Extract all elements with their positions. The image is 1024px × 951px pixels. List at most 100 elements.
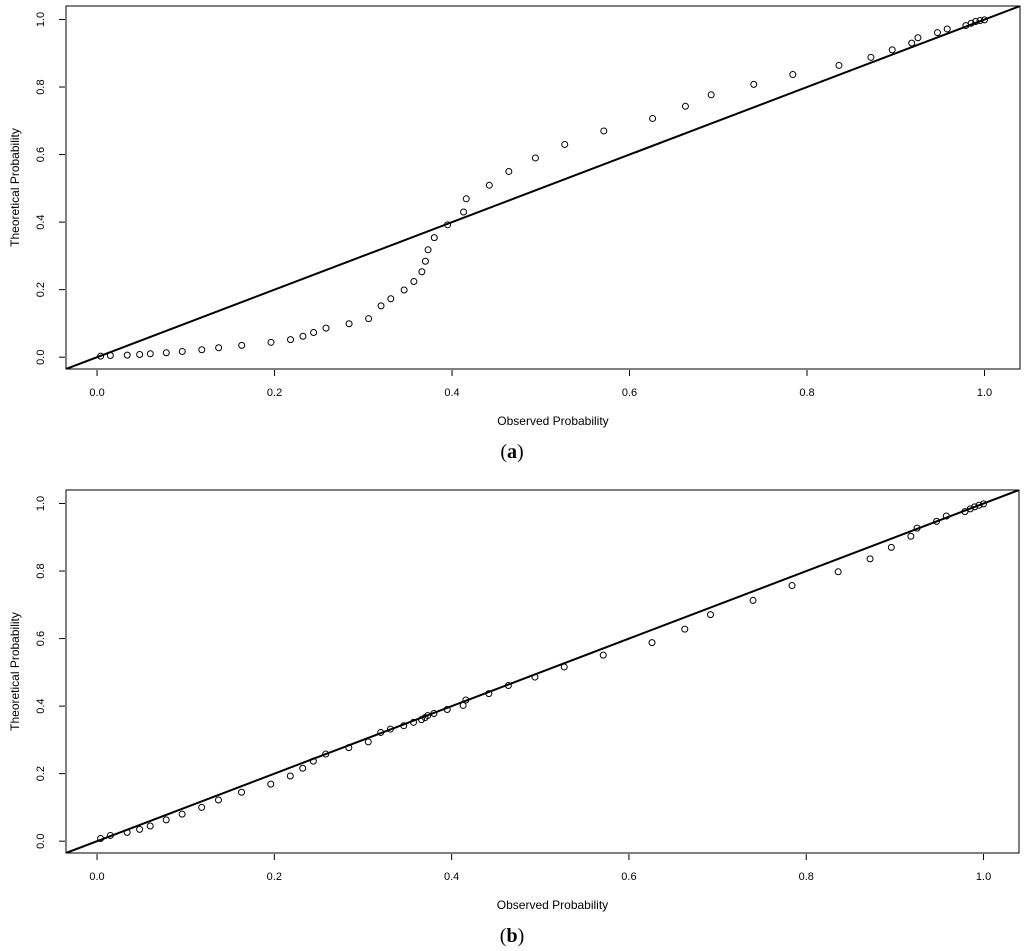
data-point: [933, 517, 941, 525]
data-point: [485, 690, 493, 698]
data-point: [238, 341, 246, 349]
data-point: [867, 53, 875, 61]
data-point: [106, 831, 114, 839]
data-point: [914, 34, 922, 42]
data-point: [943, 25, 951, 33]
data-point: [345, 320, 353, 328]
data-point: [146, 822, 154, 830]
data-point: [238, 788, 246, 796]
y-tick-label: 0.2: [35, 282, 47, 297]
data-point: [430, 234, 438, 242]
data-point: [972, 18, 980, 26]
data-point: [834, 568, 842, 576]
data-point: [418, 268, 426, 276]
data-point: [123, 351, 131, 359]
x-tick-label: 0.8: [799, 387, 814, 399]
data-point: [706, 611, 714, 619]
data-point: [377, 728, 385, 736]
plot-frame: [65, 5, 1021, 370]
data-point: [214, 796, 222, 804]
x-tick-label: 0.2: [267, 387, 282, 399]
data-point: [681, 625, 689, 633]
data-point: [345, 744, 353, 752]
data-point: [980, 500, 988, 508]
y-tick-label: 0.4: [35, 214, 47, 229]
y-tick-label: 0.8: [35, 563, 47, 578]
data-point: [287, 336, 295, 344]
y-tick-label: 1.0: [35, 12, 47, 27]
data-point: [136, 350, 144, 358]
data-point: [97, 352, 105, 360]
data-point: [430, 710, 438, 718]
x-tick-label: 0.4: [444, 387, 459, 399]
data-point: [162, 816, 170, 824]
data-point: [531, 154, 539, 162]
x-tick-label: 0.8: [799, 871, 814, 883]
data-point: [908, 39, 916, 47]
data-point: [649, 114, 657, 122]
data-point: [933, 29, 941, 37]
data-point: [387, 295, 395, 303]
data-point: [299, 764, 307, 772]
data-point: [913, 524, 921, 532]
data-point: [485, 181, 493, 189]
data-point: [322, 750, 330, 758]
data-point: [410, 718, 418, 726]
data-point: [215, 344, 223, 352]
x-tick-label: 0.4: [444, 871, 459, 883]
data-point: [417, 716, 425, 724]
x-axis-title: Observed Probability: [497, 414, 608, 428]
data-point: [400, 286, 408, 294]
data-point: [788, 582, 796, 590]
data-point: [400, 722, 408, 730]
data-point: [599, 651, 607, 659]
data-point: [462, 195, 470, 203]
data-point: [310, 329, 318, 337]
x-axis-title: Observed Probability: [497, 898, 608, 912]
plot-frame: [65, 489, 1020, 854]
y-tick-label: 0.6: [35, 147, 47, 162]
data-point: [460, 208, 468, 216]
y-tick-label: 0.0: [35, 350, 47, 365]
y-tick-label: 0.4: [35, 698, 47, 713]
panel-b-caption: (b): [500, 925, 524, 947]
y-axis-title: Theoretical Probability: [8, 128, 22, 247]
data-point: [961, 508, 969, 516]
panel-a-caption: (a): [500, 441, 523, 463]
y-tick-label: 1.0: [35, 496, 47, 511]
x-tick-label: 0.0: [89, 871, 104, 883]
reference-line: [66, 6, 1020, 369]
x-tick-label: 1.0: [977, 387, 992, 399]
data-point: [178, 347, 186, 355]
data-point: [459, 701, 467, 709]
data-point: [942, 512, 950, 520]
data-point: [907, 532, 915, 540]
data-point: [377, 302, 385, 310]
data-point: [600, 127, 608, 135]
y-tick-label: 0.6: [35, 631, 47, 646]
data-point: [505, 167, 513, 175]
data-point: [286, 772, 294, 780]
data-point: [967, 19, 975, 27]
x-tick-label: 0.0: [89, 387, 104, 399]
x-tick-label: 0.6: [621, 871, 636, 883]
data-point: [531, 673, 539, 681]
data-point: [198, 803, 206, 811]
y-tick-label: 0.0: [35, 834, 47, 849]
data-point: [462, 696, 470, 704]
reference-line: [66, 490, 1019, 853]
data-point: [410, 278, 418, 286]
data-point: [561, 140, 569, 148]
data-point: [504, 682, 512, 690]
data-point: [971, 503, 979, 511]
data-point: [97, 834, 105, 842]
data-point: [267, 338, 275, 346]
data-point: [444, 221, 452, 229]
data-point: [681, 102, 689, 110]
data-point: [835, 61, 843, 69]
x-tick-label: 0.2: [267, 871, 282, 883]
data-point: [789, 71, 797, 79]
data-point: [299, 332, 307, 340]
data-point: [267, 780, 275, 788]
